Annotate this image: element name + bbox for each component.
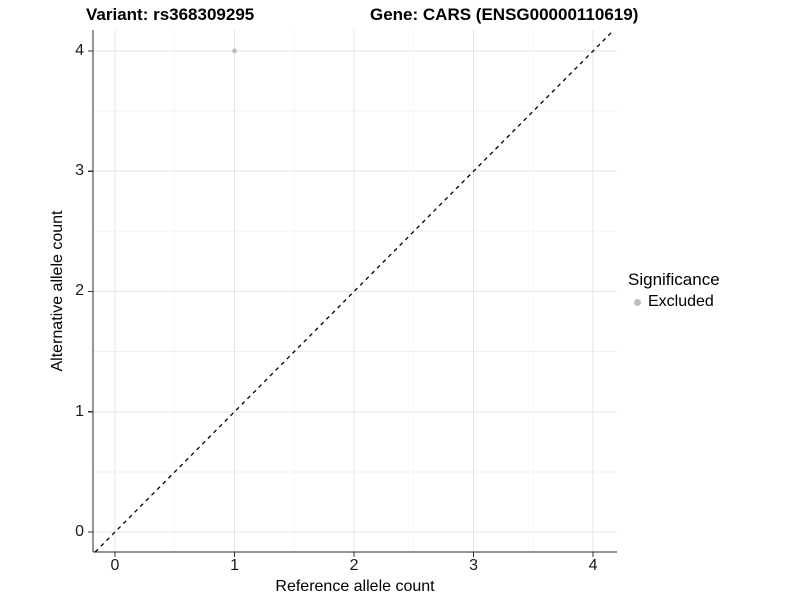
x-tick-label-0: 0 (110, 557, 120, 574)
legend: Significance Excluded (628, 270, 720, 311)
x-tick-label-2: 2 (349, 557, 359, 574)
excluded-point-icon (634, 298, 641, 306)
variant-title: Variant: rs368309295 (86, 5, 255, 24)
x-tick-label-3: 3 (469, 557, 479, 574)
x-tick-label-1: 1 (230, 557, 239, 574)
legend-item-label: Excluded (648, 293, 714, 310)
y-tick-label-3: 3 (75, 162, 84, 180)
x-axis-title: Reference allele count (275, 578, 435, 595)
y-tick-label-0: 0 (75, 523, 84, 541)
y-tick-label-2: 2 (75, 282, 84, 300)
identity-reference-line (94, 29, 615, 553)
gene-title: Gene: CARS (ENSG00000110619) (370, 5, 639, 24)
y-axis-title: Alternative allele count (49, 210, 66, 372)
y-tick-label-4: 4 (75, 41, 84, 59)
y-tick-label-1: 1 (75, 402, 84, 420)
x-tick-label-4: 4 (588, 557, 598, 574)
data-point-excluded (232, 48, 237, 54)
legend-item-excluded: Excluded (628, 293, 720, 311)
legend-title: Significance (628, 270, 720, 289)
